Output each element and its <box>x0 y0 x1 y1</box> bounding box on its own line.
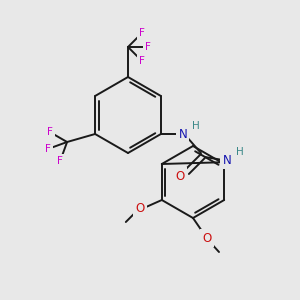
Text: F: F <box>139 56 145 66</box>
Text: F: F <box>139 28 145 38</box>
Text: F: F <box>57 156 63 166</box>
Text: H: H <box>236 147 244 157</box>
Text: H: H <box>192 121 200 131</box>
Text: O: O <box>175 169 184 182</box>
Text: F: F <box>45 144 51 154</box>
Text: F: F <box>47 127 53 137</box>
Text: F: F <box>145 42 151 52</box>
Text: N: N <box>223 154 231 166</box>
Text: N: N <box>178 128 187 140</box>
Text: O: O <box>135 202 144 214</box>
Text: O: O <box>202 232 211 244</box>
